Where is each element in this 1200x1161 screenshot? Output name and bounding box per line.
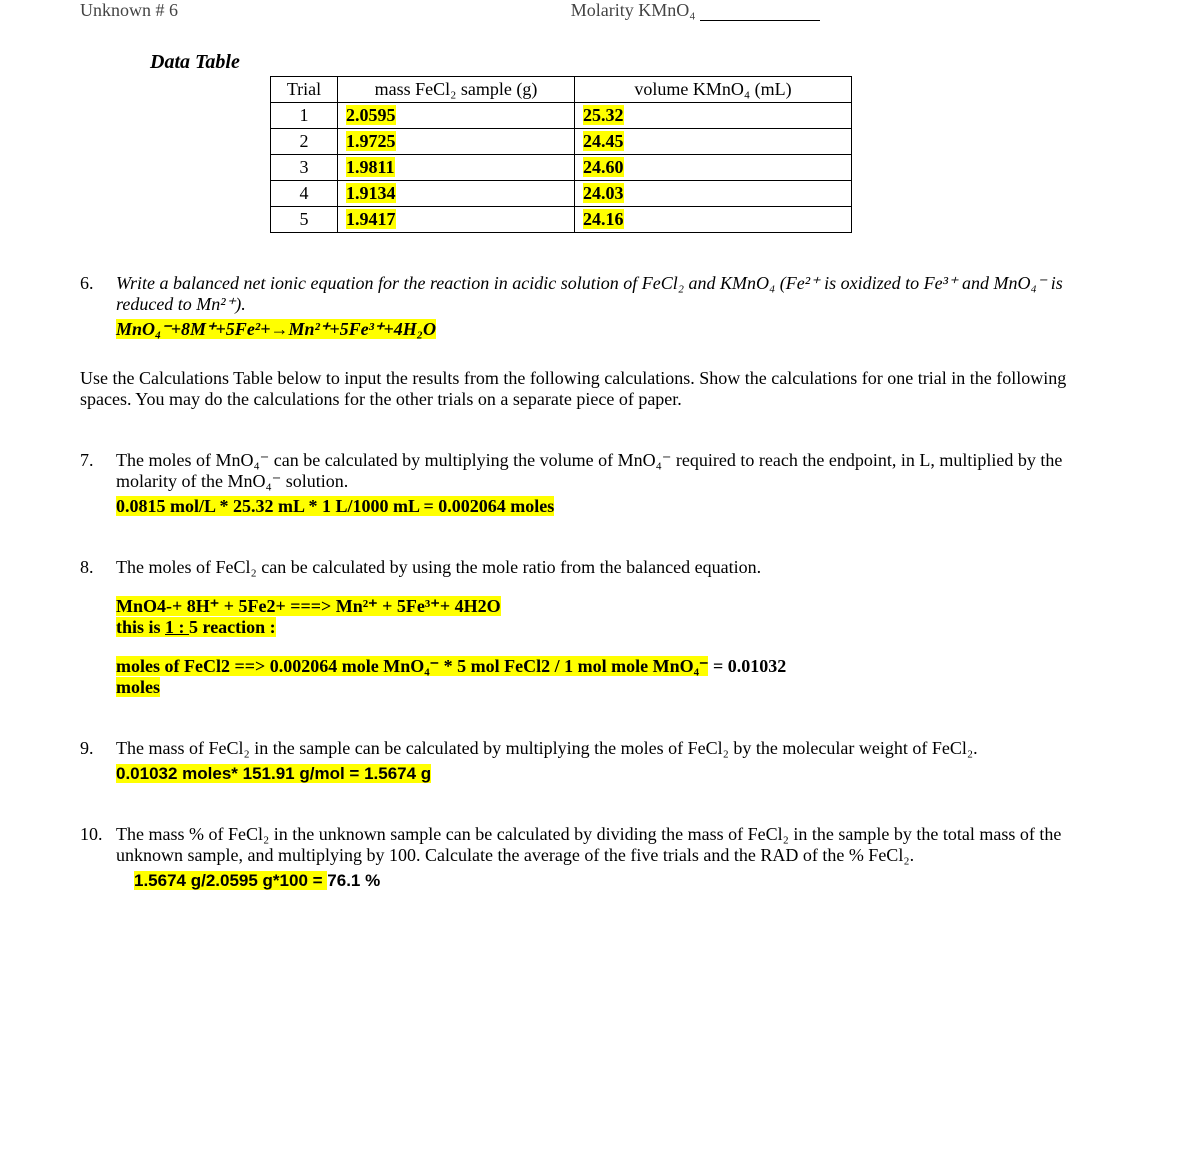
table-title: Data Table	[150, 51, 1120, 74]
q6-prompt: Write a balanced net ionic equation for …	[116, 273, 1063, 314]
q8-calc: moles of FeCl2 ==> 0.002064 mole MnO₄⁻ *…	[116, 656, 708, 676]
table-row: 4 1.9134 24.03	[271, 181, 852, 207]
q10-prompt: The mass % of FeCl₂ in the unknown sampl…	[116, 824, 1061, 865]
page-header: Unknown # 6 Molarity KMnO₄	[80, 0, 1120, 21]
q7-prompt: The moles of MnO₄⁻ can be calculated by …	[116, 450, 1062, 491]
col-trial: Trial	[271, 77, 338, 103]
data-table: Trial mass FeCl₂ sample (g) volume KMnO₄…	[270, 76, 852, 233]
q8-prompt: The moles of FeCl₂ can be calculated by …	[116, 557, 761, 577]
col-vol: volume KMnO₄ (mL)	[575, 77, 852, 103]
question-7: 7. The moles of MnO₄⁻ can be calculated …	[80, 450, 1120, 517]
q10-answer-hl: 1.5674 g/2.0595 g*100 =	[134, 871, 327, 890]
header-left: Unknown # 6	[80, 0, 178, 21]
q9-answer: 0.01032 moles* 151.91 g/mol = 1.5674 g	[116, 764, 431, 783]
blank-line	[700, 20, 820, 21]
table-row: 1 2.0595 25.32	[271, 103, 852, 129]
q7-answer: 0.0815 mol/L * 25.32 mL * 1 L/1000 mL = …	[116, 496, 554, 516]
question-6: 6. Write a balanced net ionic equation f…	[80, 273, 1120, 340]
table-row: 2 1.9725 24.45	[271, 129, 852, 155]
mid-paragraph: Use the Calculations Table below to inpu…	[80, 368, 1120, 410]
q9-prompt: The mass of FeCl₂ in the sample can be c…	[116, 738, 978, 758]
col-mass: mass FeCl₂ sample (g)	[338, 77, 575, 103]
q8-eq1: MnO4-+ 8H⁺ + 5Fe2+ ===> Mn²⁺ + 5Fe³⁺+ 4H…	[116, 596, 501, 616]
header-right: Molarity KMnO₄	[571, 0, 820, 21]
question-8: 8. The moles of FeCl₂ can be calculated …	[80, 557, 1120, 698]
question-9: 9. The mass of FeCl₂ in the sample can b…	[80, 738, 1120, 784]
table-row: 5 1.9417 24.16	[271, 207, 852, 233]
question-10: 10. The mass % of FeCl₂ in the unknown s…	[80, 824, 1120, 891]
table-row: 3 1.9811 24.60	[271, 155, 852, 181]
q6-answer: MnO₄⁻+8M⁺+5Fe²+→Mn²⁺+5Fe³⁺+4H₂O	[116, 319, 436, 339]
q10-answer-tail: 76.1 %	[327, 871, 380, 890]
